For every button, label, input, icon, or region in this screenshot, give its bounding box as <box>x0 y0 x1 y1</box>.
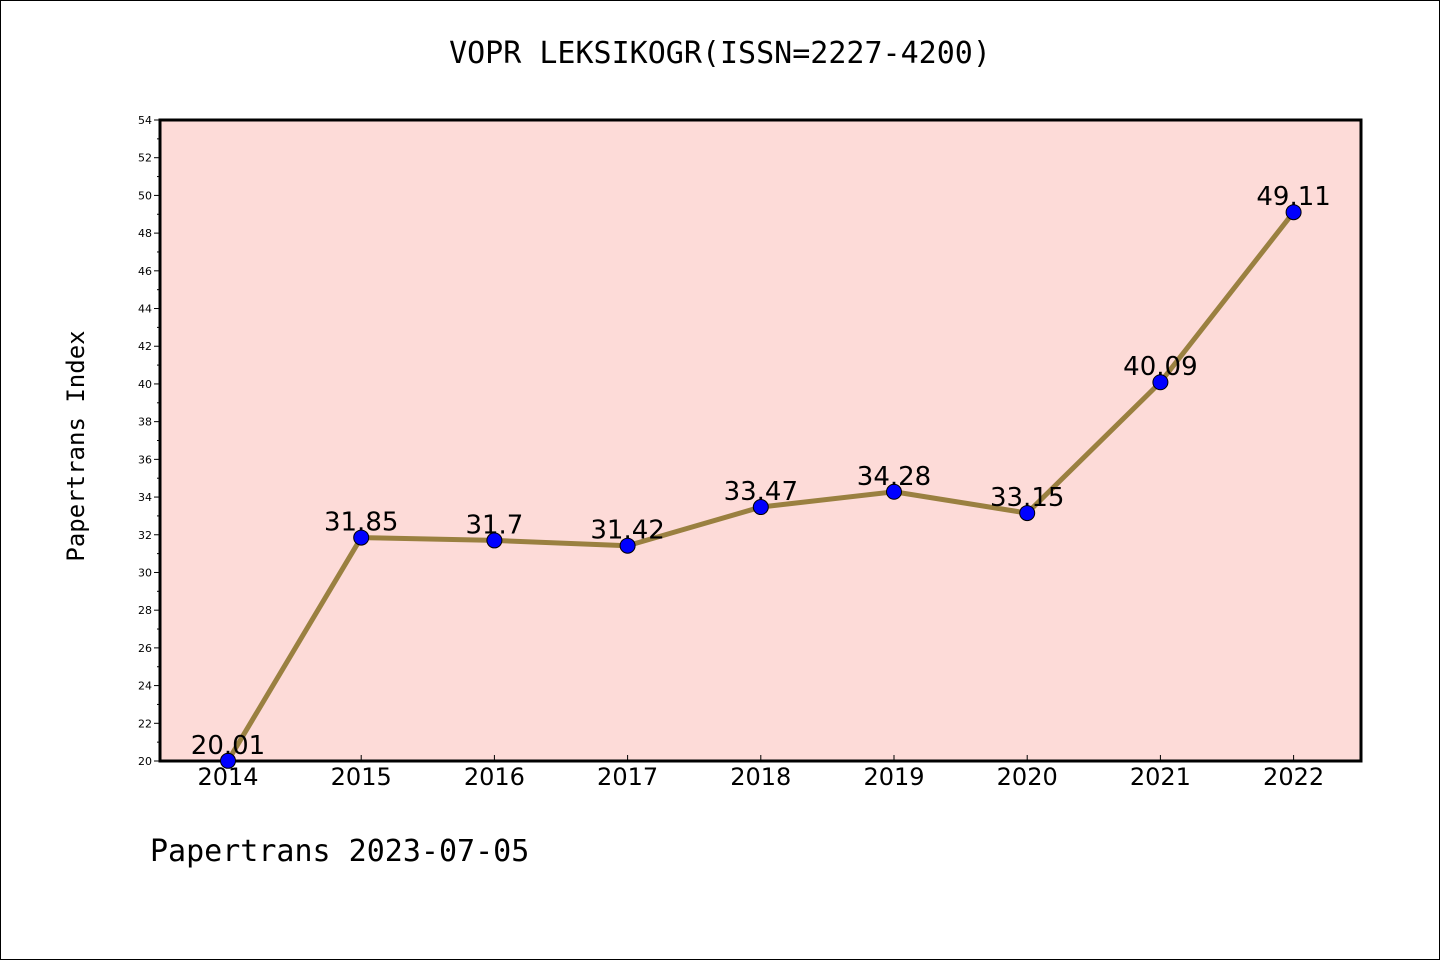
y-tick-label: 40 <box>138 378 152 391</box>
data-label: 49.11 <box>1256 182 1330 212</box>
x-tick-label: 2017 <box>597 763 658 791</box>
y-tick-label: 26 <box>138 642 152 655</box>
data-point-marker <box>886 483 902 500</box>
y-tick-label: 34 <box>138 491 152 504</box>
x-tick-label: 2015 <box>331 763 392 791</box>
y-tick-label: 44 <box>138 303 152 316</box>
y-tick-label: 20 <box>138 755 152 768</box>
y-tick-label: 32 <box>138 529 152 542</box>
data-label: 31.7 <box>465 510 523 540</box>
x-tick-label: 2019 <box>863 763 924 791</box>
data-point-marker <box>1019 505 1036 522</box>
y-tick-label: 54 <box>138 114 152 127</box>
data-label: 33.47 <box>724 477 798 507</box>
data-label: 31.42 <box>590 516 664 546</box>
data-point-marker <box>1285 204 1302 221</box>
x-tick-label: 2021 <box>1130 763 1191 791</box>
y-tick-label: 46 <box>138 265 152 278</box>
y-tick-label: 22 <box>138 717 152 730</box>
data-point-marker <box>220 752 236 769</box>
y-tick-label: 30 <box>138 566 152 579</box>
chart-title: VOPR LEKSIKOGR(ISSN=2227-4200) <box>449 36 991 71</box>
y-tick-label: 50 <box>138 189 152 202</box>
y-tick-label: 24 <box>138 680 152 693</box>
data-point-marker <box>619 537 636 554</box>
data-label: 34.28 <box>857 462 931 492</box>
x-tick-label: 2018 <box>730 763 791 791</box>
data-label: 31.85 <box>324 508 398 538</box>
x-tick-label: 2022 <box>1263 763 1324 791</box>
y-tick-label: 36 <box>138 453 152 466</box>
data-label: 33.15 <box>990 483 1064 513</box>
y-tick-label: 52 <box>138 152 152 165</box>
y-tick-label: 48 <box>138 227 152 240</box>
x-tick-label: 2016 <box>464 763 525 791</box>
plot-background <box>160 120 1361 761</box>
data-label: 40.09 <box>1123 352 1197 382</box>
y-tick-label: 42 <box>138 340 152 353</box>
data-point-marker <box>486 532 503 549</box>
y-tick-label: 38 <box>138 416 152 429</box>
data-point-marker <box>353 529 370 546</box>
x-tick-label: 2020 <box>997 763 1058 791</box>
y-tick-label: 28 <box>138 604 152 617</box>
data-label: 20.01 <box>191 731 265 761</box>
data-point-marker <box>1152 374 1169 391</box>
data-point-marker <box>752 499 769 516</box>
footer-source-date: Papertrans 2023-07-05 <box>150 834 530 869</box>
